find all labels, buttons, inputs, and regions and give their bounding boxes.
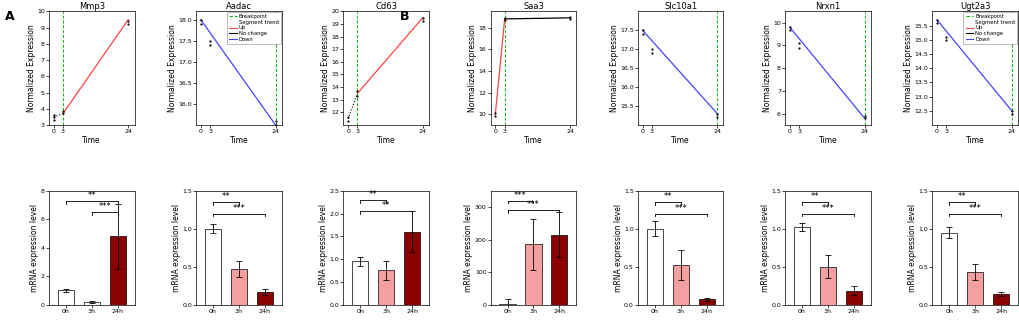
Bar <box>966 272 982 305</box>
Legend: Breakpoint, Segment trend, Up, No change, Down: Breakpoint, Segment trend, Up, No change… <box>963 12 1016 44</box>
Title: Nrxn1: Nrxn1 <box>814 2 840 11</box>
Bar <box>845 291 861 305</box>
Title: Ugt2a3: Ugt2a3 <box>959 2 989 11</box>
X-axis label: Time: Time <box>524 135 542 145</box>
Bar <box>551 235 567 305</box>
X-axis label: Time: Time <box>83 135 101 145</box>
Bar <box>205 229 221 305</box>
Bar <box>352 261 368 305</box>
Y-axis label: mRNA expression level: mRNA expression level <box>31 204 40 292</box>
Y-axis label: mRNA expression level: mRNA expression level <box>319 204 328 292</box>
Text: **: ** <box>381 202 390 211</box>
Bar <box>646 229 662 305</box>
Y-axis label: Normalized Expression: Normalized Expression <box>468 24 477 112</box>
Text: **: ** <box>369 190 377 199</box>
Bar <box>84 302 100 305</box>
Bar <box>793 227 809 305</box>
X-axis label: Time: Time <box>377 135 395 145</box>
Bar <box>110 237 125 305</box>
Y-axis label: Normalized Expression: Normalized Expression <box>903 24 912 112</box>
Title: Saa3: Saa3 <box>523 2 543 11</box>
Y-axis label: Normalized Expression: Normalized Expression <box>168 24 176 112</box>
Title: Mmp3: Mmp3 <box>78 2 105 11</box>
Bar <box>672 265 688 305</box>
X-axis label: Time: Time <box>818 135 837 145</box>
Text: **: ** <box>662 192 672 201</box>
Text: **: ** <box>88 191 96 200</box>
Bar <box>941 233 956 305</box>
Title: Cd63: Cd63 <box>375 2 396 11</box>
Y-axis label: Normalized Expression: Normalized Expression <box>321 24 330 112</box>
Text: ***: *** <box>527 201 539 210</box>
Text: **: ** <box>221 192 230 201</box>
Bar <box>993 294 1008 305</box>
Bar <box>257 293 273 305</box>
Bar <box>525 245 541 305</box>
Text: ***: *** <box>820 204 834 213</box>
Bar <box>230 269 247 305</box>
X-axis label: Time: Time <box>965 135 983 145</box>
Text: ***: *** <box>514 191 527 200</box>
Y-axis label: mRNA expression level: mRNA expression level <box>172 204 180 292</box>
Legend: Breakpoint, Segment trend, Up, No change, Down: Breakpoint, Segment trend, Up, No change… <box>227 12 280 44</box>
Text: ***: *** <box>968 204 980 213</box>
Y-axis label: mRNA expression level: mRNA expression level <box>760 204 769 292</box>
Text: **: ** <box>957 192 965 201</box>
Text: B: B <box>399 10 409 23</box>
Text: A: A <box>5 10 14 23</box>
Y-axis label: mRNA expression level: mRNA expression level <box>464 204 473 292</box>
Bar <box>698 299 714 305</box>
Bar <box>819 267 836 305</box>
Y-axis label: Normalized Expression: Normalized Expression <box>762 24 771 112</box>
Text: ***: *** <box>674 204 687 213</box>
Y-axis label: Normalized Expression: Normalized Expression <box>26 24 36 112</box>
Bar <box>378 271 394 305</box>
Text: ***: *** <box>98 202 111 211</box>
Y-axis label: mRNA expression level: mRNA expression level <box>907 204 916 292</box>
X-axis label: Time: Time <box>671 135 689 145</box>
Y-axis label: mRNA expression level: mRNA expression level <box>613 204 622 292</box>
Text: ***: *** <box>232 204 246 213</box>
Title: Aadac: Aadac <box>226 2 252 11</box>
Bar <box>499 304 515 305</box>
Bar <box>404 232 420 305</box>
Y-axis label: Normalized Expression: Normalized Expression <box>609 24 618 112</box>
Bar <box>58 290 73 305</box>
Title: Slc10a1: Slc10a1 <box>663 2 697 11</box>
X-axis label: Time: Time <box>229 135 248 145</box>
Text: **: ** <box>810 192 818 201</box>
